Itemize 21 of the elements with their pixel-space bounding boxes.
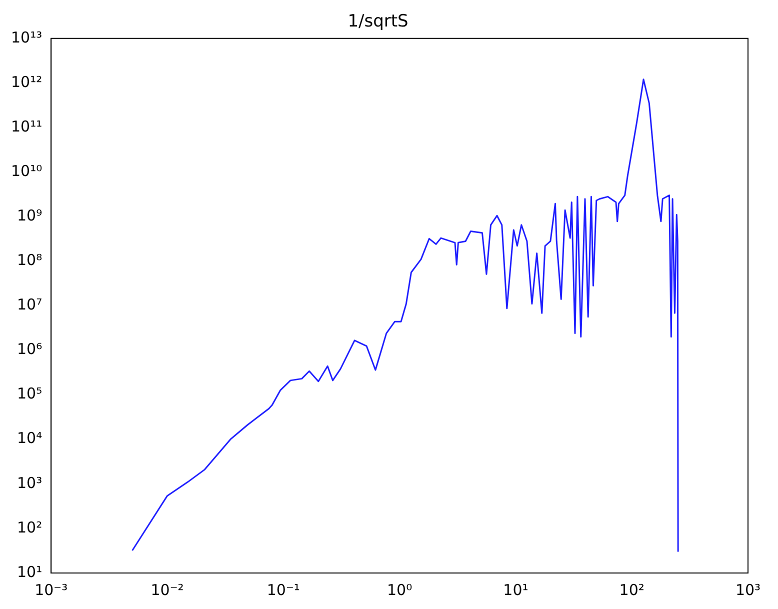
y-tick-label: 10² [17,518,42,536]
x-tick-label: 10⁰ [387,580,412,599]
y-tick-label: 10⁷ [17,296,42,314]
y-tick-label: 10³ [17,474,42,492]
y-tick-label: 10¹⁰ [10,162,42,180]
y-tick-label: 10¹³ [10,28,42,46]
y-tick-label: 10⁵ [17,384,42,403]
y-tick-label: 10⁴ [17,429,42,448]
y-tick-label: 10⁶ [17,340,42,358]
y-tick-label: 10⁹ [17,206,42,224]
chart-title: 1/sqrtS [348,12,408,32]
x-tick-label: 10¹ [503,580,528,599]
y-tick-label: 10¹ [17,562,42,581]
y-tick-label: 10⁸ [17,251,42,270]
x-tick-label: 10⁻³ [34,580,68,599]
x-tick-label: 10³ [735,580,761,599]
y-tick-label: 10¹² [10,72,42,91]
y-tick-label: 10¹¹ [10,117,42,136]
x-tick-label: 10² [619,580,644,599]
x-tick-label: 10⁻² [150,580,184,599]
x-tick-label: 10⁻¹ [266,580,300,599]
